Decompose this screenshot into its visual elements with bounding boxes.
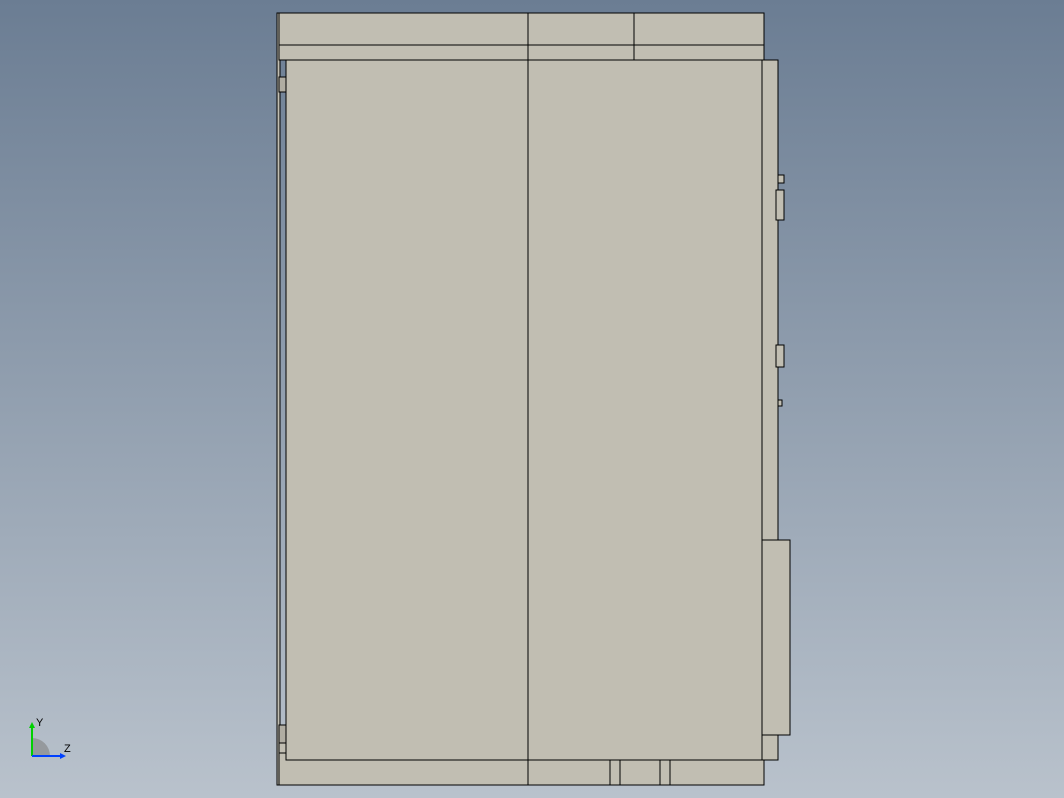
axis-indicator[interactable]: YZ (22, 708, 82, 768)
svg-text:Y: Y (36, 717, 44, 729)
cad-viewport[interactable]: YZ (0, 0, 1064, 798)
svg-text:Z: Z (64, 743, 71, 755)
cad-model[interactable] (0, 0, 1064, 798)
